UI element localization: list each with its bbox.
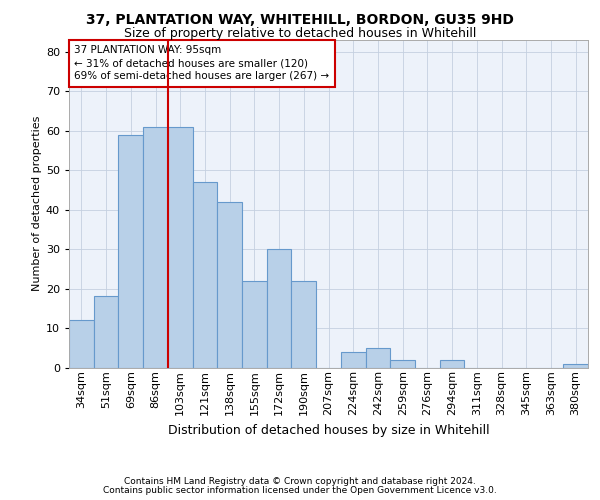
Bar [292,280,316,368]
Text: 37, PLANTATION WAY, WHITEHILL, BORDON, GU35 9HD: 37, PLANTATION WAY, WHITEHILL, BORDON, G… [86,12,514,26]
Text: 37 PLANTATION WAY: 95sqm
← 31% of detached houses are smaller (120)
69% of semi-: 37 PLANTATION WAY: 95sqm ← 31% of detach… [74,45,329,82]
Bar [168,127,193,368]
Bar [118,134,143,368]
Y-axis label: Number of detached properties: Number of detached properties [32,116,41,292]
Bar [193,182,217,368]
Bar [390,360,415,368]
Bar [69,320,94,368]
Bar [143,127,168,368]
Bar [217,202,242,368]
Text: Contains HM Land Registry data © Crown copyright and database right 2024.: Contains HM Land Registry data © Crown c… [124,477,476,486]
Text: Size of property relative to detached houses in Whitehill: Size of property relative to detached ho… [124,28,476,40]
Bar [365,348,390,368]
X-axis label: Distribution of detached houses by size in Whitehill: Distribution of detached houses by size … [167,424,490,436]
Bar [94,296,118,368]
Bar [341,352,365,368]
Bar [440,360,464,368]
Bar [267,249,292,368]
Text: Contains public sector information licensed under the Open Government Licence v3: Contains public sector information licen… [103,486,497,495]
Bar [242,280,267,368]
Bar [563,364,588,368]
